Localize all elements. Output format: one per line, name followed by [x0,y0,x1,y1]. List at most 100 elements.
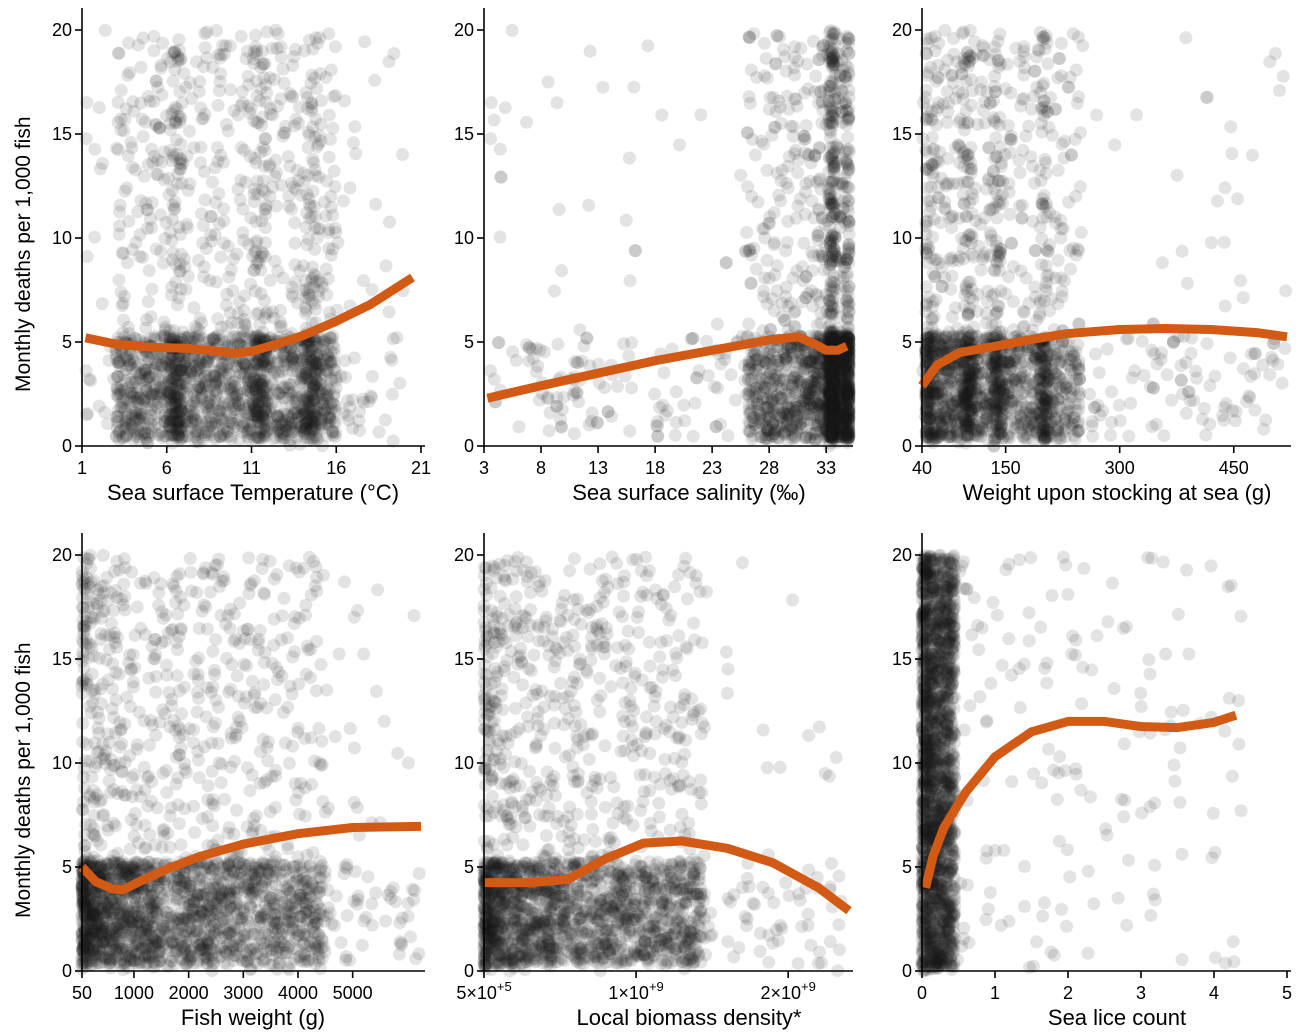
scatter-point [368,73,382,87]
scatter-point [823,397,837,411]
scatter-point [299,358,313,372]
scatter-point [205,234,218,248]
scatter-point [708,380,721,394]
scatter-point [839,330,853,344]
scatter-point [221,239,235,253]
scatter-point [788,147,802,161]
scatter-point [114,112,128,126]
scatter-point [493,142,507,156]
scatter-point [551,337,565,351]
scatter-point [347,136,360,150]
scatter-point [248,355,262,368]
scatter-point [211,98,225,112]
scatter-point [826,401,840,415]
scatter-point [779,409,793,423]
scatter-point [130,392,144,406]
scatter-point [299,347,313,361]
scatter-point [828,404,842,418]
scatter-point [191,424,205,438]
scatter-point [787,371,801,385]
scatter-point [314,412,328,426]
scatter-point [144,403,158,416]
scatter-point [554,420,568,434]
scatter-point [297,426,311,440]
scatter-point [802,386,816,400]
scatter-point [271,366,285,379]
scatter-point [824,24,838,37]
scatter-point [164,378,178,392]
scatter-point [318,335,331,349]
scatter-point [175,96,189,110]
scatter-point [247,432,261,445]
scatter-point [826,360,840,374]
scatter-point [158,408,172,422]
scatter-point [248,383,262,396]
scatter-point [805,426,819,440]
scatter-point [192,379,206,393]
scatter-point [817,422,831,436]
scatter-point [247,398,261,412]
scatter-point [222,368,236,382]
scatter-point [122,396,136,410]
scatter-point [323,331,337,345]
scatter-point [158,415,172,429]
scatter-point [312,336,326,350]
scatter-point [171,428,185,442]
scatter-point [220,319,234,333]
scatter-point [825,51,839,65]
scatter-point [826,27,840,41]
scatter-point [281,381,295,395]
scatter-point [824,390,838,404]
x-tick-label: 16 [326,458,346,478]
scatter-point [277,407,291,421]
scatter-point [824,430,838,444]
scatter-point [840,293,853,307]
scatter-point [764,395,778,409]
scatter-point [326,424,339,438]
scatter-point [256,385,270,399]
scatter-point [260,360,274,374]
scatter-point [281,420,295,434]
scatter-point [303,401,317,415]
scatter-point [828,370,842,384]
scatter-point [181,330,195,344]
scatter-point [288,395,302,409]
scatter-point [750,70,764,84]
scatter-point [842,427,856,441]
scatter-point [341,394,355,408]
scatter-point [110,388,124,402]
scatter-point [168,410,182,424]
scatter-point [113,359,127,373]
scatter-point [250,257,263,271]
scatter-point [823,116,836,130]
scatter-point [317,399,331,413]
scatter-point [133,414,146,428]
scatter-point [822,188,836,202]
scatter-point [700,334,713,348]
scatter-point [244,415,258,429]
scatter-point [779,385,793,399]
scatter-point [249,40,263,54]
scatter-point [827,396,841,410]
scatter-point [158,331,172,345]
scatter-point [842,388,856,402]
scatter-point [238,356,252,370]
scatter-point [136,407,149,421]
scatter-point [143,387,157,400]
scatter-point [297,175,311,189]
scatter-point [192,380,206,394]
scatter-point [842,332,856,346]
scatter-point [173,264,187,278]
scatter-point [753,421,767,435]
scatter-point [826,432,840,446]
scatter-point [310,409,324,423]
scatter-point [816,49,830,62]
scatter-point [794,350,808,364]
scatter-point [816,104,830,118]
scatter-point [267,311,281,325]
scatter-point [744,374,758,388]
scatter-point [825,418,839,432]
scatter-point [771,431,785,445]
scatter-point [232,369,246,383]
scatter-point [757,137,771,151]
